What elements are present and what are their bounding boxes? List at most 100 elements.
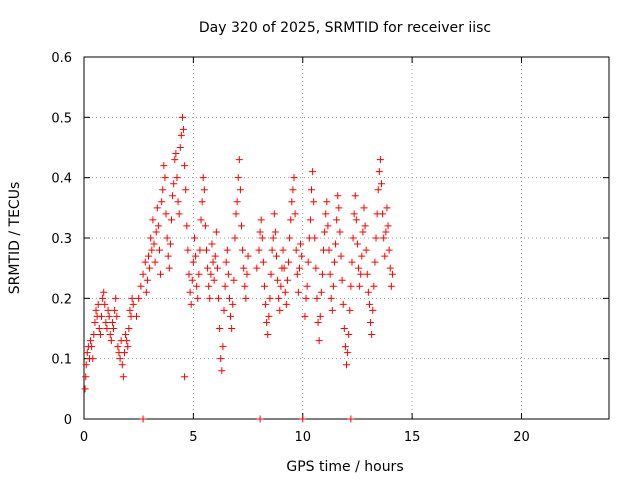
data-point xyxy=(95,325,103,332)
data-point xyxy=(365,300,373,308)
data-point xyxy=(268,246,276,254)
data-point xyxy=(367,318,375,326)
data-point xyxy=(299,415,307,423)
data-point xyxy=(123,337,131,345)
data-point xyxy=(325,246,333,254)
data-point xyxy=(358,252,366,260)
data-point xyxy=(151,258,159,266)
data-point xyxy=(256,415,264,423)
data-point xyxy=(153,204,161,212)
data-point xyxy=(201,222,209,230)
data-point xyxy=(169,192,177,200)
data-points xyxy=(81,113,396,423)
y-tick-label: 0.6 xyxy=(51,51,72,66)
data-point xyxy=(185,270,193,278)
data-point xyxy=(271,228,279,236)
data-point xyxy=(381,252,389,260)
data-point xyxy=(360,204,368,212)
data-point xyxy=(116,355,124,363)
data-point xyxy=(350,210,358,218)
y-tick-label: 0.4 xyxy=(51,172,72,187)
data-point xyxy=(94,300,102,308)
data-point xyxy=(241,282,249,290)
data-point xyxy=(327,294,335,302)
data-point xyxy=(114,343,122,351)
data-point xyxy=(384,222,392,230)
data-point xyxy=(181,162,189,170)
data-point xyxy=(310,198,318,206)
data-point xyxy=(211,252,219,260)
data-point xyxy=(128,294,136,302)
data-point xyxy=(220,306,228,314)
data-point xyxy=(285,258,293,266)
data-point xyxy=(259,258,267,266)
data-point xyxy=(337,252,345,260)
data-point xyxy=(139,270,147,278)
data-point xyxy=(242,294,250,302)
data-point xyxy=(139,415,147,423)
data-point xyxy=(209,258,217,266)
data-point xyxy=(385,246,393,254)
data-point xyxy=(122,331,130,339)
data-point xyxy=(239,246,247,254)
data-point xyxy=(324,222,332,230)
data-point xyxy=(334,192,342,200)
data-point xyxy=(264,331,272,339)
data-point xyxy=(210,276,218,284)
data-point xyxy=(379,210,387,218)
data-point xyxy=(359,228,367,236)
data-point xyxy=(323,198,331,206)
data-point xyxy=(83,349,91,357)
data-point xyxy=(221,282,229,290)
data-point xyxy=(301,312,309,320)
data-point xyxy=(290,174,298,182)
data-point xyxy=(88,343,96,351)
data-point xyxy=(200,186,208,194)
data-point xyxy=(275,294,283,302)
data-point xyxy=(186,288,194,296)
data-point xyxy=(256,228,264,236)
data-point xyxy=(154,222,162,230)
data-point xyxy=(197,216,205,224)
data-point xyxy=(368,331,376,339)
data-point xyxy=(196,246,204,254)
data-point xyxy=(113,312,121,320)
data-point xyxy=(369,306,377,314)
data-point xyxy=(383,204,391,212)
data-point xyxy=(204,264,212,272)
data-point xyxy=(340,325,348,332)
data-point xyxy=(309,168,317,176)
data-point xyxy=(164,252,172,260)
data-point xyxy=(346,306,354,314)
y-tick-label: 0.2 xyxy=(51,292,72,307)
y-tick-label: 0.1 xyxy=(51,353,72,368)
data-point xyxy=(189,258,197,266)
data-point xyxy=(312,264,320,272)
data-point xyxy=(174,198,182,206)
data-point xyxy=(233,198,241,206)
data-point xyxy=(286,234,294,242)
data-point xyxy=(378,180,385,188)
data-point xyxy=(119,373,127,381)
data-point xyxy=(315,337,323,345)
data-point xyxy=(217,355,225,363)
data-point xyxy=(355,264,363,272)
data-point xyxy=(372,234,380,242)
data-point xyxy=(148,246,156,254)
data-point xyxy=(371,258,379,266)
data-point xyxy=(142,288,150,296)
data-point xyxy=(374,186,382,194)
data-point xyxy=(120,349,128,357)
data-point xyxy=(304,258,312,266)
data-point xyxy=(92,306,100,314)
data-point xyxy=(376,156,384,164)
data-point xyxy=(263,318,271,326)
data-point xyxy=(343,361,350,369)
data-point xyxy=(150,240,158,248)
data-point xyxy=(273,252,280,260)
data-point xyxy=(178,113,186,121)
data-point xyxy=(222,258,230,266)
data-point xyxy=(292,246,300,254)
x-tick-label: 10 xyxy=(294,430,311,445)
data-point xyxy=(99,294,107,302)
